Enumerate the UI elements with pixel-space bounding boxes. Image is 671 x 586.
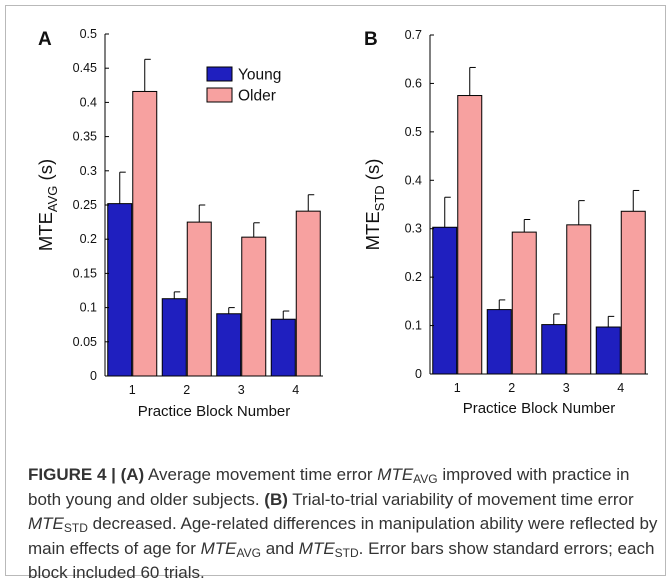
caption-text-1: Average movement time error: [144, 465, 378, 484]
bar-a-older-2: [186, 221, 212, 377]
legend-label-older: Older: [238, 88, 276, 105]
caption-figure-label: FIGURE 4 |: [28, 465, 121, 484]
bar-b-young-1: [432, 226, 458, 375]
y-tick-label-a: 0: [90, 369, 97, 383]
y-tick-label-b: 0.6: [405, 76, 422, 90]
caption-var-4: MTESTD: [298, 538, 359, 560]
caption-text-4: decreased. Age-related differences in ma…: [28, 514, 658, 558]
figure-caption: FIGURE 4 | (A) Average movement time err…: [28, 463, 658, 586]
bar-b-older-3: [566, 224, 592, 375]
x-tick-label-b: 1: [454, 381, 461, 395]
x-tick-label-b: 4: [617, 381, 624, 395]
y-tick-label-b: 0.3: [405, 222, 422, 236]
y-tick-label-a: 0.45: [73, 61, 97, 75]
legend-swatch-young: [206, 66, 233, 82]
x-axis-title-a: Practice Block Number: [138, 403, 291, 420]
bar-a-young-1: [107, 203, 133, 377]
caption-text-3: Trial-to-trial variability of movement t…: [287, 489, 634, 509]
x-axis-title-b: Practice Block Number: [463, 400, 616, 417]
bar-a-young-4: [270, 318, 296, 377]
bar-a-older-4: [295, 210, 321, 377]
y-tick-label-b: 0.7: [405, 28, 422, 42]
legend-swatch-older: [206, 87, 233, 103]
bar-a-older-3: [241, 236, 267, 377]
caption-var-2: MTESTD: [28, 514, 88, 535]
y-tick-label-a: 0.5: [80, 27, 97, 41]
y-tick-label-b: 0.1: [405, 319, 422, 333]
bar-b-young-2: [486, 309, 512, 375]
bar-b-older-1: [457, 95, 483, 375]
y-axis-title-a: MTEAVG (s): [35, 159, 60, 251]
y-tick-label-a: 0.15: [73, 266, 97, 280]
y-tick-label-a: 0.2: [80, 232, 97, 246]
bar-b-young-3: [541, 324, 567, 375]
y-tick-label-a: 0.35: [73, 130, 97, 144]
caption-text-2: improved with practice in both young and…: [28, 465, 630, 509]
caption-part-a: (A): [120, 465, 145, 484]
bar-b-older-2: [511, 231, 537, 375]
panel-label-b: B: [364, 29, 378, 50]
x-tick-label-a: 2: [183, 383, 190, 397]
x-tick-label-a: 3: [238, 383, 245, 397]
y-axis-title-b: MTESTD (s): [362, 159, 387, 251]
caption-var-1: MTEAVG: [377, 465, 438, 486]
y-tick-label-b: 0: [415, 367, 422, 381]
bar-a-older-1: [132, 90, 158, 377]
bar-b-older-4: [620, 210, 646, 375]
bar-a-young-3: [216, 313, 242, 377]
bar-b-young-4: [595, 326, 621, 375]
caption-part-b: (B): [264, 489, 288, 509]
x-tick-label-a: 4: [292, 383, 299, 397]
y-tick-label-a: 0.3: [80, 164, 97, 178]
x-tick-label-a: 1: [129, 383, 136, 397]
y-tick-label-a: 0.05: [73, 335, 97, 349]
caption-text-6: . Error bars show standard errors; each …: [28, 538, 655, 583]
y-tick-label-a: 0.25: [73, 198, 97, 212]
panel-label-a: A: [38, 29, 52, 50]
y-tick-label-b: 0.4: [405, 173, 422, 187]
y-tick-label-a: 0.1: [80, 301, 97, 315]
x-tick-label-b: 2: [508, 381, 515, 395]
caption-var-3: MTEAVG: [200, 538, 261, 560]
bar-a-young-2: [161, 298, 187, 377]
figure-charts: A 0 0.05 0.1 0.15 0.2 0.25 0.3 0.35 0.4 0.45 0.5 1 2 3…: [35, 27, 648, 420]
legend-label-young: Young: [238, 67, 281, 84]
y-tick-label-a: 0.4: [80, 95, 97, 109]
y-tick-label-b: 0.2: [405, 270, 422, 284]
x-tick-label-b: 3: [563, 381, 570, 395]
caption-text-5: and: [260, 538, 299, 558]
y-tick-label-b: 0.5: [405, 125, 422, 139]
